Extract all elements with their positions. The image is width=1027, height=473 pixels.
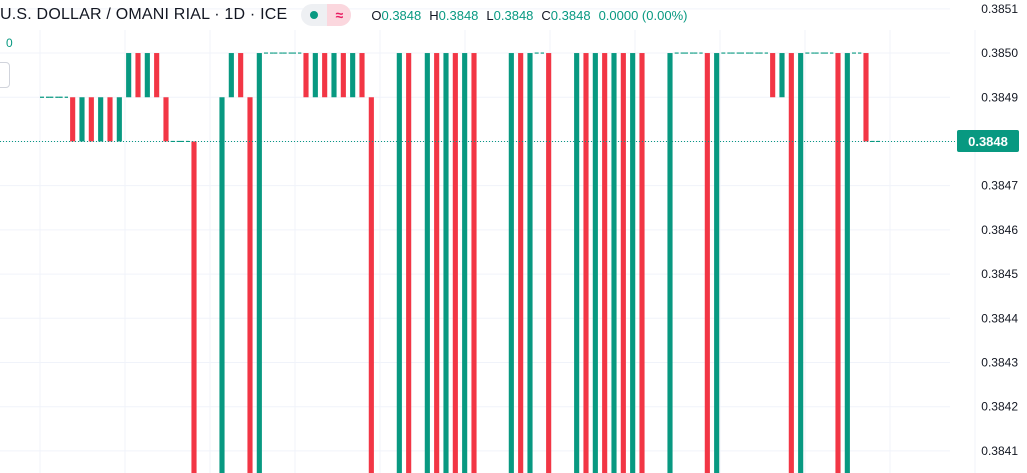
chart-header: U.S. DOLLAR / OMANI RIAL · 1D · ICE ≈ O0… — [0, 0, 687, 30]
y-tick-label: 0.3842 — [981, 400, 1018, 414]
ohlc-bar — [144, 53, 150, 98]
status-pill[interactable]: ≈ — [301, 4, 352, 26]
delayed-data-icon[interactable]: ≈ — [327, 4, 352, 26]
ohlc-bar — [256, 53, 262, 473]
ohlc-bar — [303, 53, 309, 98]
ohlc-bar — [191, 141, 197, 473]
ohlc-bar — [322, 53, 328, 98]
symbol-title[interactable]: U.S. DOLLAR / OMANI RIAL · 1D · ICE — [0, 6, 288, 23]
y-tick-label: 0.3849 — [981, 90, 1018, 104]
low-label: L — [486, 7, 494, 23]
ohlc-bar — [434, 53, 440, 473]
ohlc-bar — [163, 97, 169, 142]
volume-label: 0 — [6, 36, 13, 50]
y-tick-label: 0.3846 — [981, 223, 1018, 237]
ohlc-bar — [583, 53, 589, 473]
ohlc-bar — [798, 53, 804, 473]
open-value: 0.3848 — [381, 7, 422, 23]
market-status[interactable] — [301, 4, 327, 26]
ohlc-bar — [630, 53, 636, 473]
y-tick-label: 0.3850 — [981, 46, 1018, 60]
low-readout: L0.3848 — [486, 8, 533, 23]
ohlc-bar — [462, 53, 468, 473]
ohlc-bar — [88, 97, 94, 142]
ohlc-bar — [107, 97, 113, 142]
ohlc-bar — [396, 53, 402, 473]
ohlc-bar — [359, 53, 365, 98]
ohlc-bar — [770, 53, 776, 98]
collapse-legend-button[interactable] — [0, 62, 10, 88]
low-value: 0.3848 — [493, 7, 534, 23]
ohlc-bar — [574, 53, 580, 473]
ohlc-bar — [611, 53, 617, 473]
ohlc-bar — [154, 53, 160, 98]
ohlc-readout: O0.3848 H0.3848 L0.3848 C0.3848 0.0000 (… — [371, 8, 687, 23]
ohlc-bar — [98, 97, 104, 142]
ohlc-bar — [443, 53, 449, 473]
ohlc-bar — [331, 53, 337, 98]
y-tick-label: 0.3844 — [981, 311, 1018, 325]
ohlc-bar — [116, 97, 122, 142]
ohlc-bar — [714, 53, 720, 473]
ohlc-bar — [835, 53, 841, 473]
change-value: 0.0000 (0.00%) — [598, 7, 688, 23]
high-readout: H0.3848 — [429, 8, 478, 23]
close-label: C — [541, 7, 551, 23]
ohlc-bar — [788, 53, 794, 473]
y-tick-label: 0.3845 — [981, 267, 1018, 281]
close-readout: C0.3848 — [541, 8, 590, 23]
ohlc-bar — [424, 53, 430, 473]
ohlc-bar — [527, 53, 533, 473]
ohlc-bar — [406, 53, 412, 473]
close-value: 0.3848 — [550, 7, 591, 23]
delayed-glyph: ≈ — [335, 7, 344, 23]
ohlc-bar — [779, 53, 785, 98]
ohlc-bar — [452, 53, 458, 473]
ohlc-bar — [312, 53, 318, 98]
ohlc-bar — [602, 53, 608, 473]
high-label: H — [429, 7, 439, 23]
ohlc-bar — [238, 53, 244, 98]
ohlc-bar — [863, 53, 869, 142]
ohlc-bar — [247, 97, 253, 473]
open-label: O — [371, 7, 382, 23]
ohlc-bar — [508, 53, 514, 473]
ohlc-bar — [620, 53, 626, 473]
y-tick-label: 0.3851 — [981, 2, 1018, 16]
ohlc-bar — [844, 53, 850, 473]
ohlc-bar — [350, 53, 356, 98]
ohlc-bar — [667, 53, 673, 473]
ohlc-bar — [70, 97, 76, 142]
ohlc-bar — [228, 53, 234, 98]
ohlc-bar — [518, 53, 524, 473]
ohlc-bar — [471, 53, 477, 473]
ohlc-bar — [546, 53, 552, 473]
last-price-badge: 0.3848 — [957, 130, 1019, 153]
ohlc-bar — [135, 53, 141, 98]
ohlc-bar — [704, 53, 710, 473]
market-status-dot-icon — [310, 11, 319, 19]
ohlc-bar — [592, 53, 598, 473]
ohlc-bar — [639, 53, 645, 473]
ohlc-bar — [368, 97, 374, 473]
ohlc-bar — [79, 97, 85, 142]
y-tick-label: 0.3841 — [981, 444, 1018, 458]
open-readout: O0.3848 — [371, 8, 421, 23]
ohlc-bar — [126, 53, 132, 98]
y-tick-label: 0.3843 — [981, 355, 1018, 369]
high-value: 0.3848 — [438, 7, 479, 23]
ohlc-bar — [219, 97, 225, 473]
ohlc-bar — [340, 53, 346, 98]
y-tick-label: 0.3847 — [981, 179, 1018, 193]
